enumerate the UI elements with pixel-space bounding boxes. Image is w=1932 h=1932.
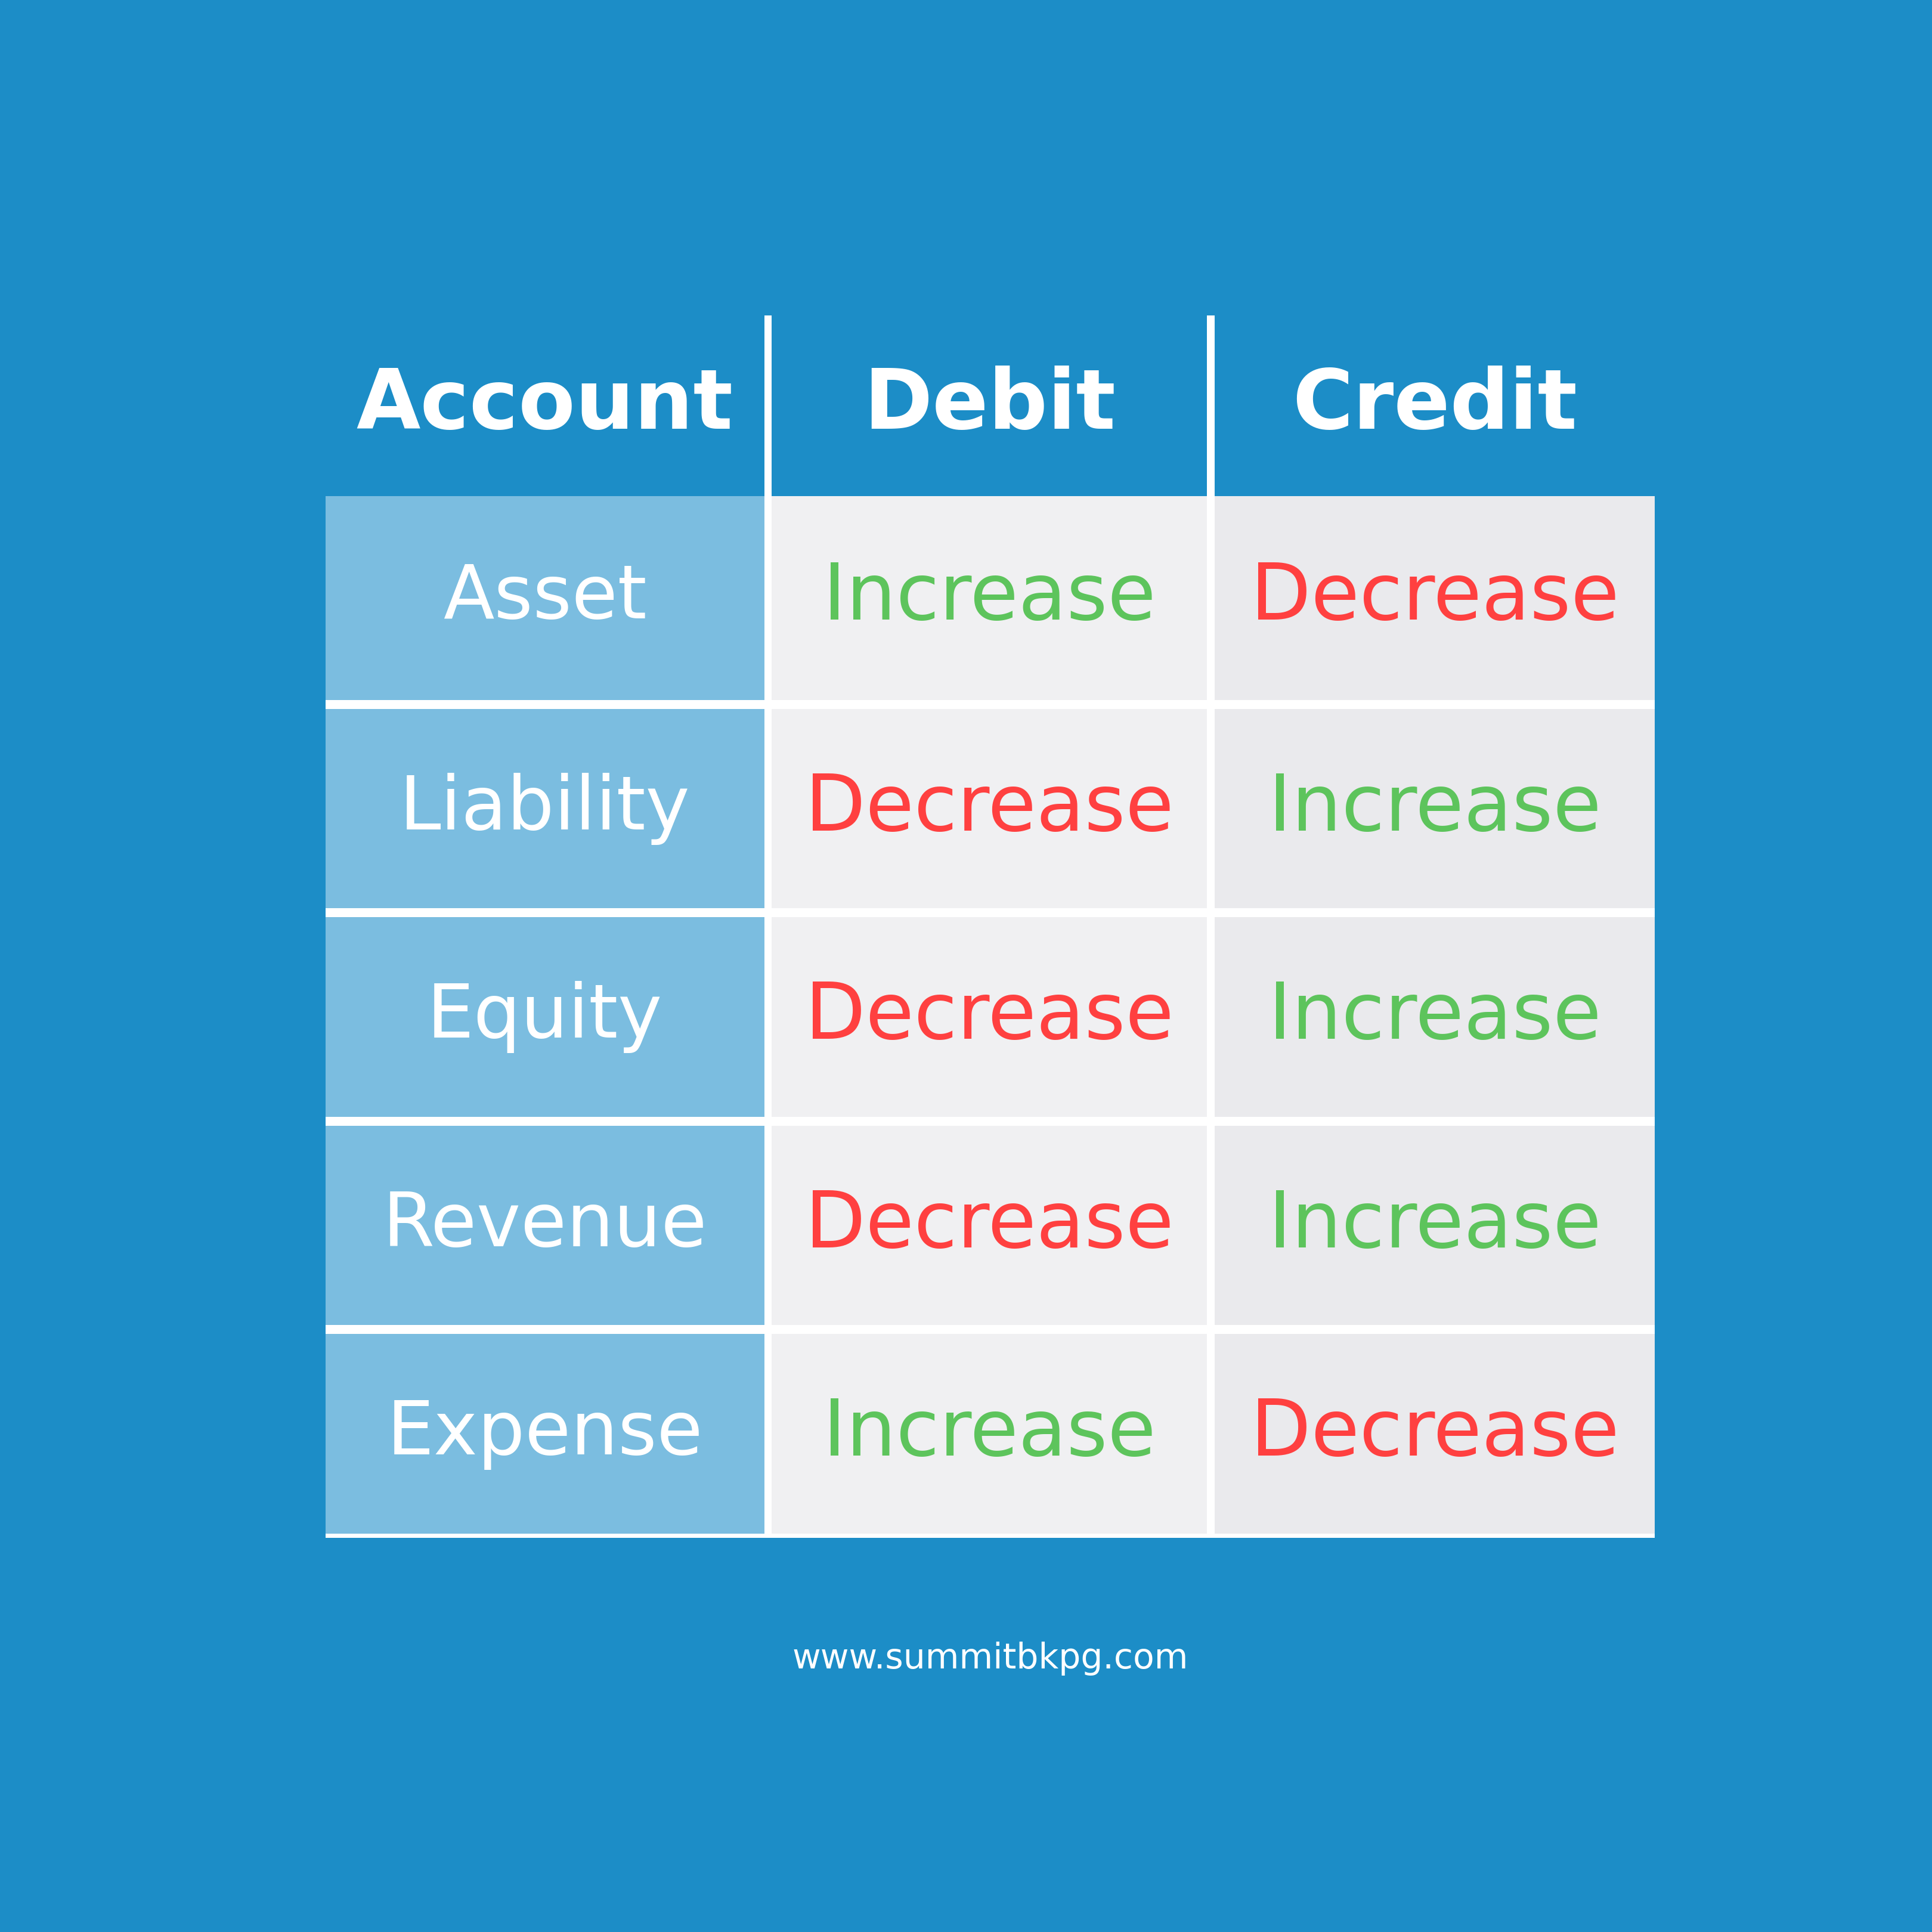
Text: Increase: Increase	[823, 560, 1155, 636]
Bar	[325, 1335, 765, 1534]
Bar	[325, 315, 1656, 1538]
Text: Increase: Increase	[1267, 980, 1602, 1055]
Bar	[325, 497, 765, 699]
Bar	[1215, 315, 1656, 497]
Bar	[1215, 497, 1656, 699]
Text: Decrease: Decrease	[806, 980, 1175, 1055]
Bar	[1215, 709, 1656, 908]
Bar	[325, 709, 765, 908]
Bar	[325, 918, 765, 1117]
Text: Account: Account	[355, 365, 734, 446]
Text: Decrease: Decrease	[1250, 560, 1619, 636]
Text: Decrease: Decrease	[806, 771, 1175, 846]
Text: Increase: Increase	[1267, 771, 1602, 846]
Bar	[1215, 1126, 1656, 1325]
Bar	[773, 918, 1208, 1117]
Text: Decrease: Decrease	[1250, 1397, 1619, 1472]
Text: Debit: Debit	[864, 365, 1115, 446]
Text: www.summitbkpg.com: www.summitbkpg.com	[792, 1642, 1188, 1675]
Text: Liability: Liability	[400, 773, 690, 844]
Text: Increase: Increase	[1267, 1188, 1602, 1264]
Text: Equity: Equity	[427, 981, 663, 1053]
Text: Credit: Credit	[1293, 365, 1577, 446]
Text: Decrease: Decrease	[806, 1188, 1175, 1264]
Bar	[773, 709, 1208, 908]
Text: Increase: Increase	[823, 1397, 1155, 1472]
Bar	[325, 315, 765, 497]
Bar	[325, 1126, 765, 1325]
Bar	[773, 315, 1208, 497]
Bar	[773, 1126, 1208, 1325]
Bar	[773, 1335, 1208, 1534]
Bar	[1215, 1335, 1656, 1534]
Text: Asset: Asset	[442, 562, 647, 634]
Bar	[773, 497, 1208, 699]
Bar	[1215, 918, 1656, 1117]
Text: Expense: Expense	[386, 1397, 703, 1470]
Text: Revenue: Revenue	[383, 1190, 707, 1262]
